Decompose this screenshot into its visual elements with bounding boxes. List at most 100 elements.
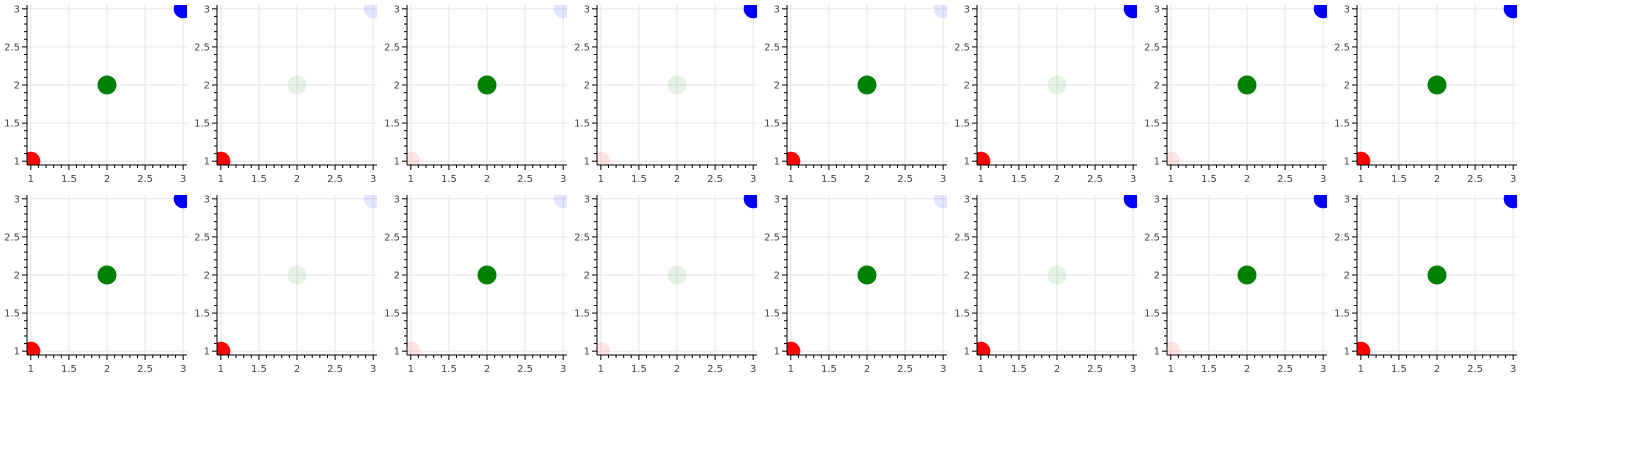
scatter-point xyxy=(743,5,757,19)
scatter-point xyxy=(363,5,377,19)
scatter-point xyxy=(1357,151,1371,165)
y-tick-label: 1 xyxy=(14,157,20,168)
y-tick-label: 2 xyxy=(964,271,970,282)
y-tick-label: 1 xyxy=(964,157,970,168)
scatter-point xyxy=(857,75,877,95)
x-tick-label: 1 xyxy=(788,174,794,185)
x-tick-label: 2 xyxy=(1054,364,1060,375)
y-tick-label: 2 xyxy=(1154,81,1160,92)
x-tick-label: 1.5 xyxy=(1201,174,1217,185)
scatter-point xyxy=(977,341,991,355)
scatter-panel-15: 1 1.5 2 2.5 3 1 1.5 2 2.5 3 xyxy=(1144,194,1327,375)
x-tick-label: 2.5 xyxy=(1277,174,1293,185)
y-tick-label: 2.5 xyxy=(1334,232,1350,243)
scatter-point xyxy=(477,265,497,285)
y-tick-label: 2 xyxy=(14,271,20,282)
x-tick-label: 2 xyxy=(484,364,490,375)
x-tick-label: 2 xyxy=(294,174,300,185)
scatter-point xyxy=(1167,341,1181,355)
scatter-point xyxy=(1503,5,1517,19)
y-tick-label: 3 xyxy=(774,194,780,205)
y-tick-label: 1 xyxy=(774,347,780,358)
scatter-point xyxy=(787,341,801,355)
y-tick-label: 2.5 xyxy=(384,42,400,53)
scatter-point xyxy=(977,151,991,165)
x-tick-label: 1 xyxy=(1358,364,1364,375)
x-tick-label: 2.5 xyxy=(327,174,343,185)
x-tick-label: 3 xyxy=(940,174,946,185)
scatter-point xyxy=(1123,195,1137,209)
scatter-point xyxy=(933,195,947,209)
x-tick-label: 1 xyxy=(1168,364,1174,375)
x-tick-label: 2 xyxy=(864,364,870,375)
y-tick-label: 1 xyxy=(1154,157,1160,168)
scatter-panel-5: 1 1.5 2 2.5 3 1 1.5 2 2.5 3 xyxy=(764,4,947,185)
scatter-point xyxy=(1167,151,1181,165)
x-tick-label: 2.5 xyxy=(327,364,343,375)
scatter-point xyxy=(97,265,117,285)
x-tick-label: 2.5 xyxy=(137,364,153,375)
scatter-panel-9: 1 1.5 2 2.5 3 1 1.5 2 2.5 3 xyxy=(4,194,187,375)
y-tick-label: 2 xyxy=(1344,271,1350,282)
y-tick-label: 2.5 xyxy=(194,42,210,53)
y-tick-label: 3 xyxy=(584,194,590,205)
x-tick-label: 3 xyxy=(180,364,186,375)
x-tick-label: 3 xyxy=(1510,364,1516,375)
scatter-point xyxy=(407,151,421,165)
y-tick-label: 3 xyxy=(204,194,210,205)
scatter-point xyxy=(1047,265,1067,285)
scatter-point xyxy=(1427,75,1447,95)
y-tick-label: 2.5 xyxy=(954,42,970,53)
y-tick-label: 2 xyxy=(1344,81,1350,92)
x-tick-label: 3 xyxy=(1130,174,1136,185)
scatter-point xyxy=(1237,75,1257,95)
y-tick-label: 2 xyxy=(774,271,780,282)
scatter-point xyxy=(933,5,947,19)
scatter-panel-10: 1 1.5 2 2.5 3 1 1.5 2 2.5 3 xyxy=(194,194,377,375)
y-tick-label: 3 xyxy=(394,4,400,15)
y-tick-label: 1 xyxy=(14,347,20,358)
x-tick-label: 2 xyxy=(674,174,680,185)
y-tick-label: 1.5 xyxy=(574,119,590,130)
x-tick-label: 3 xyxy=(560,174,566,185)
y-tick-label: 1 xyxy=(1154,347,1160,358)
y-tick-label: 3 xyxy=(394,194,400,205)
scatter-panel-7: 1 1.5 2 2.5 3 1 1.5 2 2.5 3 xyxy=(1144,4,1327,185)
y-tick-label: 1 xyxy=(964,347,970,358)
scatter-panel-16: 1 1.5 2 2.5 3 1 1.5 2 2.5 3 xyxy=(1334,194,1517,375)
scatter-panel-3: 1 1.5 2 2.5 3 1 1.5 2 2.5 3 xyxy=(384,4,567,185)
x-tick-label: 2 xyxy=(1244,174,1250,185)
scatter-point xyxy=(1427,265,1447,285)
x-tick-label: 1.5 xyxy=(631,174,647,185)
x-tick-label: 1.5 xyxy=(441,174,457,185)
y-tick-label: 1.5 xyxy=(1334,309,1350,320)
y-tick-label: 1.5 xyxy=(764,309,780,320)
scatter-point xyxy=(553,5,567,19)
scatter-point xyxy=(597,341,611,355)
x-tick-label: 3 xyxy=(1130,364,1136,375)
y-tick-label: 2 xyxy=(1154,271,1160,282)
x-tick-label: 1.5 xyxy=(1391,174,1407,185)
y-tick-label: 1 xyxy=(204,157,210,168)
y-tick-label: 1.5 xyxy=(954,119,970,130)
x-tick-label: 1 xyxy=(408,174,414,185)
scatter-panel-12: 1 1.5 2 2.5 3 1 1.5 2 2.5 3 xyxy=(574,194,757,375)
scatter-point xyxy=(667,265,687,285)
y-tick-label: 2.5 xyxy=(4,232,20,243)
y-tick-label: 2 xyxy=(964,81,970,92)
y-tick-label: 2 xyxy=(14,81,20,92)
x-tick-label: 1 xyxy=(28,174,34,185)
y-tick-label: 2.5 xyxy=(1144,42,1160,53)
x-tick-label: 1.5 xyxy=(1011,364,1027,375)
x-tick-label: 1 xyxy=(28,364,34,375)
x-tick-label: 2.5 xyxy=(897,364,913,375)
x-tick-label: 3 xyxy=(180,174,186,185)
scatter-point xyxy=(1047,75,1067,95)
y-tick-label: 2.5 xyxy=(954,232,970,243)
y-tick-label: 2 xyxy=(204,81,210,92)
x-tick-label: 3 xyxy=(370,364,376,375)
scatter-point xyxy=(27,151,41,165)
y-tick-label: 2.5 xyxy=(764,232,780,243)
y-tick-label: 2.5 xyxy=(4,42,20,53)
